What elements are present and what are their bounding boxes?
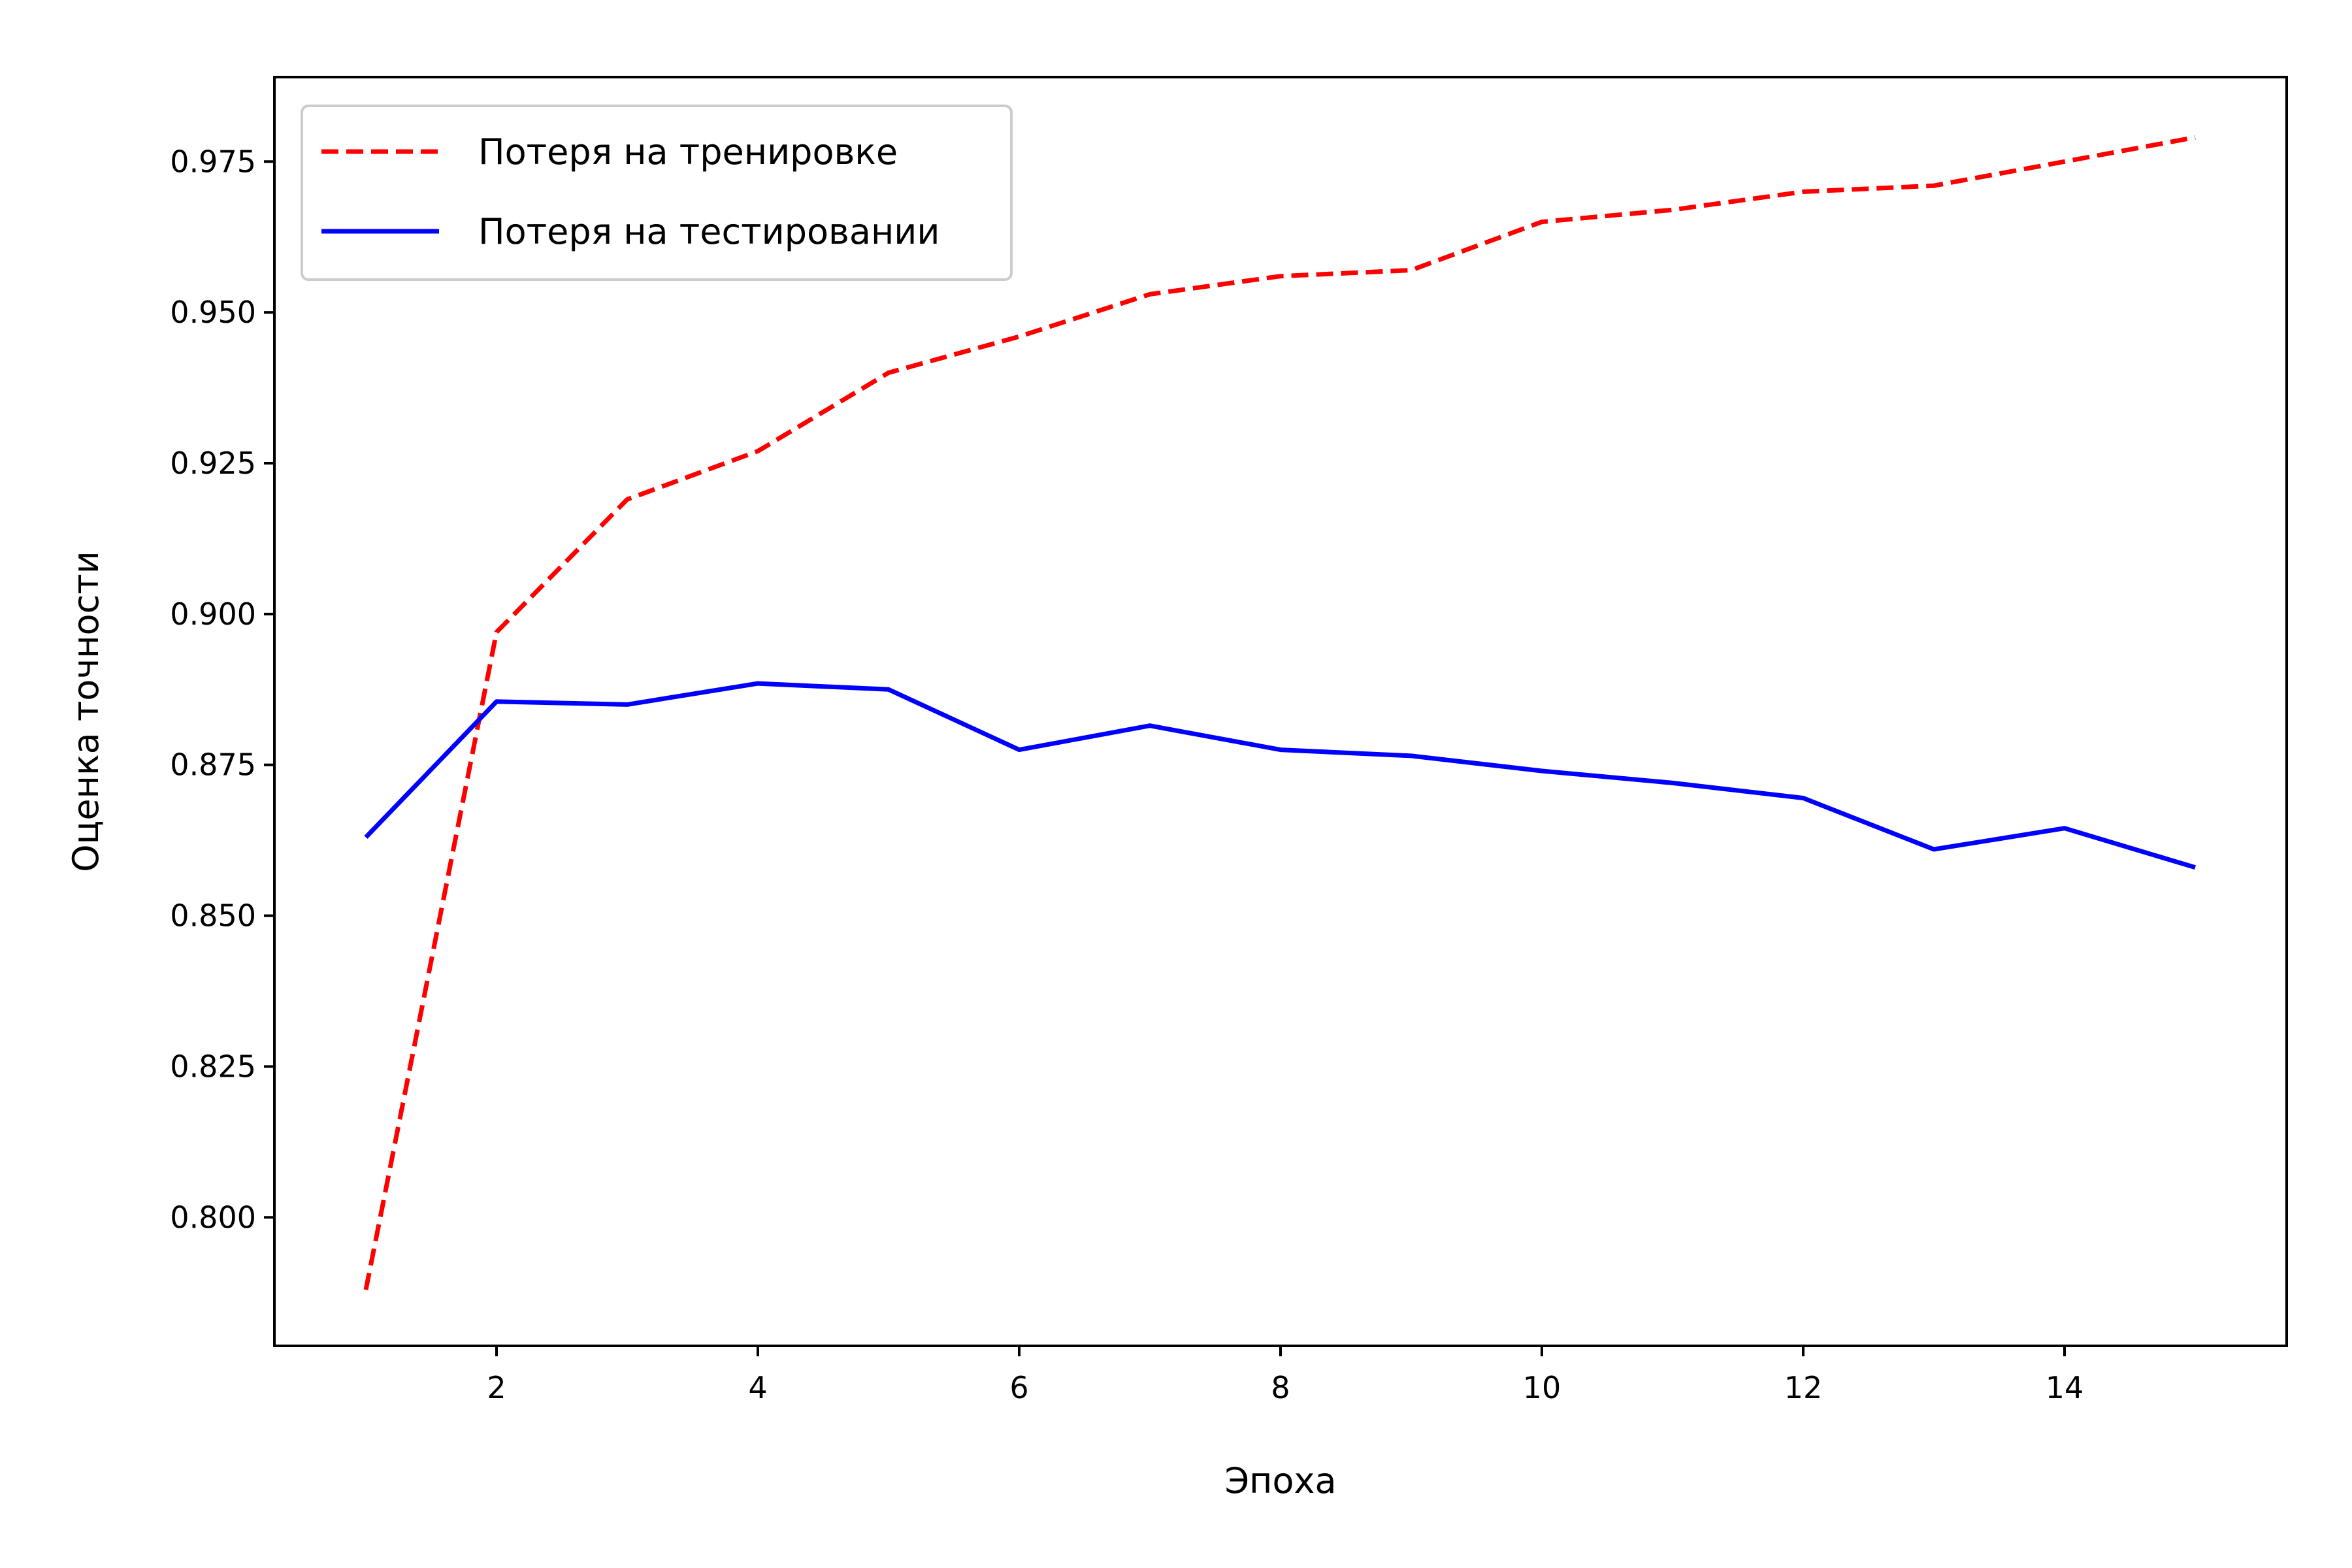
y-axis-ticks: 0.800 0.825 0.850 0.875 0.900 0.925 0.950 0.975 — [170, 144, 274, 1235]
legend-label-test: Потеря на тестировании — [478, 211, 939, 252]
x-tick-label: 12 — [1784, 1370, 1823, 1405]
x-axis-label: Эпоха — [1224, 1460, 1336, 1501]
x-tick-label: 8 — [1271, 1370, 1290, 1405]
legend-label-train: Потеря на тренировке — [478, 131, 898, 172]
y-tick-label: 0.900 — [170, 596, 256, 632]
y-tick-label: 0.975 — [170, 144, 256, 179]
x-tick-label: 14 — [2046, 1370, 2084, 1405]
x-tick-label: 2 — [487, 1370, 506, 1405]
plot-area — [274, 77, 2287, 1346]
y-tick-label: 0.925 — [170, 446, 256, 481]
y-axis-label: Оценка точности — [65, 551, 106, 872]
series-line-test — [364, 681, 2197, 870]
y-tick-label: 0.875 — [170, 747, 256, 783]
x-tick-label: 6 — [1009, 1370, 1028, 1405]
series-layer — [363, 135, 2197, 1290]
plot-frame — [273, 76, 2288, 1347]
series-line-train — [363, 135, 2196, 1290]
y-tick-label: 0.950 — [170, 295, 256, 330]
legend-box — [301, 105, 1013, 281]
x-tick-label: 4 — [748, 1370, 767, 1405]
legend: Потеря на тренировке Потеря на тестирова… — [301, 105, 1013, 281]
y-tick-label: 0.825 — [170, 1049, 256, 1084]
x-axis-ticks: 2 4 6 8 10 12 14 — [487, 1346, 2083, 1405]
x-tick-label: 10 — [1523, 1370, 1561, 1405]
y-tick-label: 0.800 — [170, 1200, 256, 1235]
y-tick-label: 0.850 — [170, 898, 256, 934]
